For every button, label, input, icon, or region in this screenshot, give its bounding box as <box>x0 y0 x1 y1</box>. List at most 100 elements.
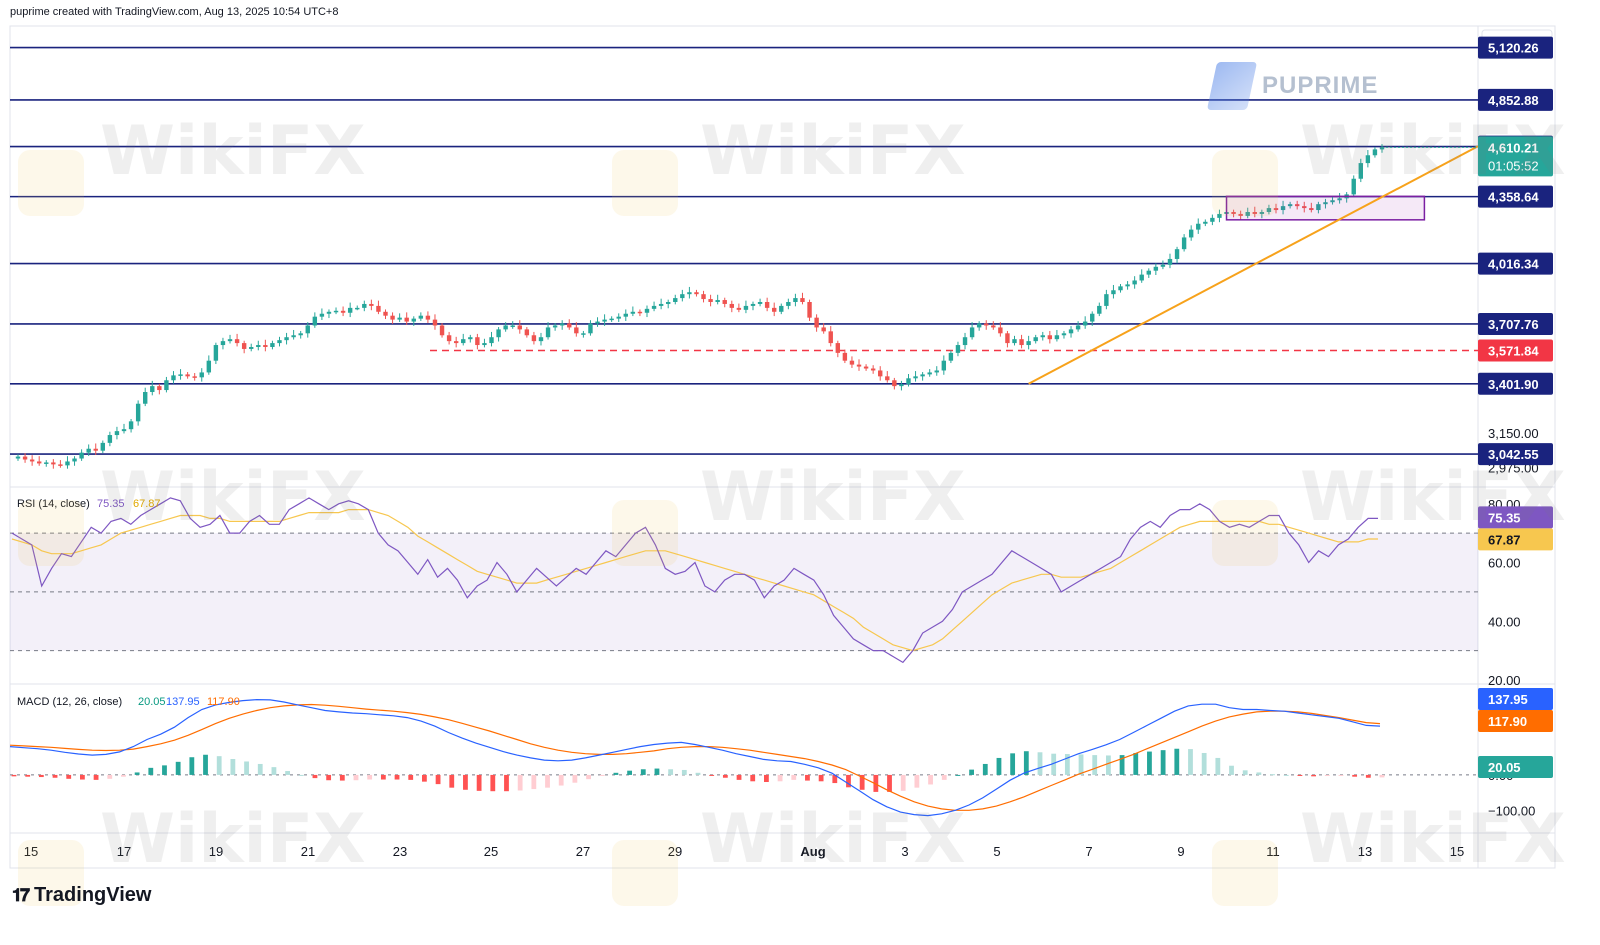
time-axis-label: 17 <box>117 844 131 859</box>
candle-body <box>482 343 487 346</box>
macd-histogram-bar <box>175 761 181 775</box>
candle-body <box>1365 155 1371 164</box>
candle-body <box>79 452 84 459</box>
candle-body <box>701 294 706 300</box>
candle-body <box>835 343 841 353</box>
macd-histogram-bar <box>1201 752 1207 775</box>
level-price-label: 3,042.55 <box>1488 447 1539 462</box>
candle-body <box>927 372 932 375</box>
candle-body <box>630 311 636 314</box>
candle-body <box>863 366 869 369</box>
macd-histogram-bar <box>517 774 523 791</box>
candle-body <box>1132 280 1137 285</box>
candle-body <box>1188 229 1194 238</box>
candle-body <box>1231 212 1236 214</box>
rsi-badge-label: 75.35 <box>1488 510 1521 525</box>
candle-body <box>453 341 459 344</box>
time-axis-label: 15 <box>24 844 38 859</box>
candle-body <box>998 327 1003 334</box>
rsi-band-fill <box>10 533 1478 651</box>
candle-body <box>305 325 310 334</box>
macd-histogram-bar <box>353 774 359 781</box>
candle-body <box>121 429 127 432</box>
candle-body <box>969 327 975 338</box>
macd-histogram-bar <box>681 769 687 775</box>
rsi-ma-value-badge <box>1478 528 1553 551</box>
macd-histogram-bar <box>777 774 783 782</box>
candle-body <box>1040 335 1045 338</box>
macd-histogram-bar <box>1365 774 1371 778</box>
candle-body <box>588 323 593 334</box>
candle-body <box>1118 286 1123 291</box>
candle-body <box>856 364 862 367</box>
candle-body <box>581 333 586 335</box>
candle-body <box>22 456 28 460</box>
candle-body <box>538 337 544 342</box>
macd-histogram-bar <box>1119 755 1125 775</box>
macd-histogram-bar <box>449 774 455 788</box>
candle-body <box>878 370 883 377</box>
macd-histogram-bar <box>846 774 851 788</box>
candle-body <box>531 335 537 342</box>
macd-histogram-bar <box>326 774 332 781</box>
candle-body <box>164 380 169 391</box>
level-price-badge <box>1478 36 1553 59</box>
time-axis-label: 29 <box>668 844 682 859</box>
macd-histogram-bar <box>1188 749 1193 775</box>
candle-body <box>65 461 70 466</box>
candle-body <box>37 461 42 464</box>
macd-histogram-bar <box>25 774 31 777</box>
candle-body <box>545 327 551 338</box>
candle-body <box>1203 221 1208 224</box>
candle-body <box>425 315 431 320</box>
candle-body <box>1302 206 1307 209</box>
macd-signal-badge <box>1478 710 1553 732</box>
rsi-ma-value-label: 67.87 <box>133 498 161 510</box>
macd-histogram-bar <box>1338 774 1344 776</box>
tradingview-logo[interactable]: 𝟏𝟕 TradingView <box>12 884 151 907</box>
candle-body <box>171 375 176 381</box>
candle-body <box>347 307 353 313</box>
candle-body <box>86 448 91 453</box>
candle-body <box>468 337 473 340</box>
candle-body <box>489 337 494 344</box>
last-price-badge <box>1478 136 1553 177</box>
macd-histogram-bar <box>1010 753 1016 775</box>
candle-body <box>623 313 628 317</box>
macd-histogram-bar <box>818 774 824 782</box>
candle-body <box>609 318 614 321</box>
level-price-badge <box>1478 372 1553 395</box>
candle-body <box>722 300 727 304</box>
candle-body <box>1026 341 1031 346</box>
macd-histogram-bar <box>244 761 249 775</box>
macd-histogram-bar <box>750 774 756 782</box>
candle-body <box>1075 325 1081 330</box>
level-price-badge <box>1478 88 1553 111</box>
level-price-label: 3,571.84 <box>1488 344 1539 359</box>
macd-histogram-bar <box>914 774 920 788</box>
time-axis-label: 25 <box>484 844 498 859</box>
candle-body <box>114 431 120 436</box>
level-price-label: 4,016.34 <box>1488 257 1539 272</box>
macd-histogram-bar <box>189 757 195 775</box>
candle-body <box>941 360 947 371</box>
candle-body <box>1238 213 1243 216</box>
rsi-ma-line <box>11 509 1378 652</box>
macd-histogram-value-label: 20.05 <box>138 696 166 708</box>
macd-histogram-bar <box>640 769 646 775</box>
candle-body <box>1012 339 1017 344</box>
candle-body <box>779 305 784 312</box>
macd-histogram-bar <box>599 774 605 776</box>
level-price-label: 5,120.26 <box>1488 41 1539 56</box>
candle-body <box>1259 212 1265 214</box>
candle-body <box>128 421 134 430</box>
candle-body <box>1111 290 1116 295</box>
macd-histogram-bar <box>764 774 769 782</box>
macd-histogram-bar <box>230 759 236 775</box>
candle-body <box>213 345 219 361</box>
candle-body <box>383 311 388 316</box>
macd-value-label: 137.95 <box>166 696 200 708</box>
candle-body <box>673 298 678 302</box>
candle-body <box>157 386 162 391</box>
